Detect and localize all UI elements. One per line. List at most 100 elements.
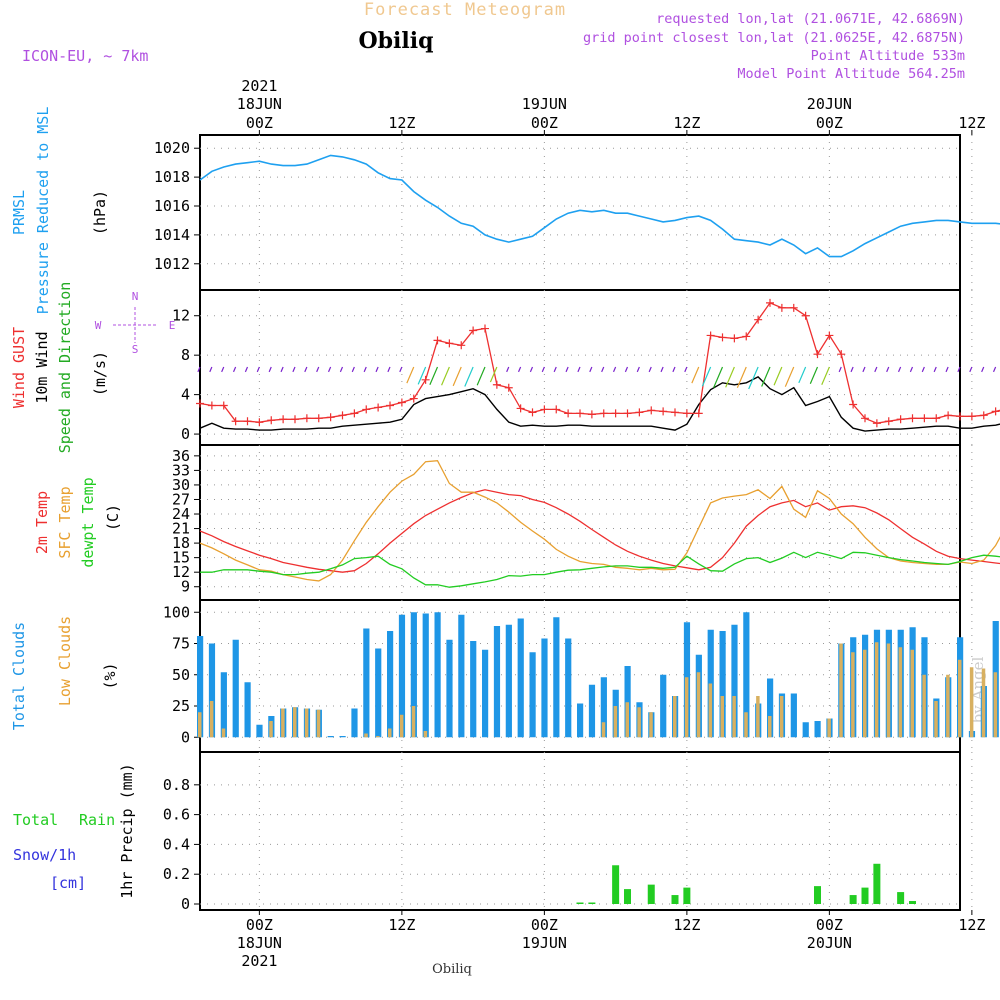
wind-direction-arrow xyxy=(506,366,510,373)
wind-gust-point xyxy=(528,408,537,417)
total-cloud-bar xyxy=(790,693,797,738)
wind-gust-point xyxy=(754,315,763,324)
wind-gust-point xyxy=(219,401,228,410)
rain-bar xyxy=(671,895,679,904)
wind-direction-arrow xyxy=(809,366,819,384)
low-cloud-bar xyxy=(269,721,273,738)
wind-gust-point xyxy=(908,414,917,423)
wind-direction-arrow xyxy=(761,366,771,387)
wind-direction-arrow xyxy=(232,366,237,373)
low-cloud-bar xyxy=(613,706,618,738)
y-tick-label: 0 xyxy=(181,895,190,913)
total-cloud-bar xyxy=(814,721,821,738)
wind-gust-point xyxy=(338,411,347,420)
low-cloud-bar xyxy=(673,696,677,738)
top-year-label: 2021 xyxy=(241,77,277,95)
total-cloud-bar xyxy=(422,613,429,738)
y-tick-label: 21 xyxy=(172,520,190,538)
wind-direction-arrow xyxy=(612,366,617,373)
total-cloud-bar xyxy=(446,639,453,738)
total-cloud-bar xyxy=(387,631,394,738)
rain-bar xyxy=(588,902,596,904)
rain-bar xyxy=(683,887,691,904)
y-tick-label: 1016 xyxy=(154,197,190,215)
temp-2m-axis-title: 2m Temp xyxy=(33,491,51,554)
gridpoint-coords: grid point closest lon,lat (21.0625E, 42… xyxy=(583,30,965,46)
low-cloud-bar xyxy=(981,668,986,738)
low-cloud-bar xyxy=(993,672,998,738)
wind-gust-point xyxy=(587,410,596,419)
total-cloud-bar xyxy=(398,614,406,738)
compass-s: S xyxy=(132,343,139,356)
low-cloud-bar xyxy=(827,718,831,738)
wind-gust-point xyxy=(374,403,383,412)
wind-gust-point xyxy=(849,400,858,409)
temp-axis-unit: (C) xyxy=(104,504,122,531)
pressure-axis-title: PRMSL xyxy=(10,190,28,235)
total-cloud-bar xyxy=(743,612,750,738)
wind-gust-point xyxy=(694,409,703,418)
wind-gust-point xyxy=(552,405,561,414)
bottom-time-label: 12Z xyxy=(958,916,985,934)
wind-direction-arrow xyxy=(874,366,878,373)
wind-direction-arrow xyxy=(441,366,450,386)
total-cloud-bar xyxy=(244,682,251,738)
bottom-date-label: 18JUN xyxy=(237,934,282,952)
top-time-label: 12Z xyxy=(673,114,700,132)
total-cloud-bar xyxy=(767,678,774,738)
wind-gust-point xyxy=(789,303,798,312)
wind-direction-arrow xyxy=(736,366,747,388)
wind-direction-arrow xyxy=(725,366,735,388)
wind-direction-arrow xyxy=(921,366,925,373)
wind-gust-point xyxy=(457,341,466,350)
wind-gust-line xyxy=(199,302,1000,424)
total-cloud-bar xyxy=(339,736,346,738)
panel-precip: 0 0.2 0.4 0.6 0.8 1hr Precip (mm) Total RainSno… xyxy=(13,751,973,913)
panel-frame xyxy=(199,444,961,601)
wind-direction-arrow xyxy=(541,366,545,373)
total-cloud-bar xyxy=(660,674,667,738)
wind-direction-arrow xyxy=(713,366,724,388)
wind-direction-arrow xyxy=(969,366,973,373)
wind-gust-point xyxy=(243,417,252,426)
wind-gust-point xyxy=(920,414,929,423)
wind-gust-point xyxy=(766,298,774,307)
total-cloud-bar xyxy=(517,618,524,738)
panel-frame xyxy=(199,751,961,911)
wind-direction-arrow xyxy=(517,366,522,373)
total-cloud-bar xyxy=(624,666,631,738)
rain-bar xyxy=(909,901,916,904)
wind-direction-arrow xyxy=(821,366,830,386)
wind-gust-point xyxy=(576,409,584,418)
y-tick-label: 36 xyxy=(172,447,190,465)
wind-gust-point xyxy=(944,411,953,420)
total-cloud-bar xyxy=(719,631,726,738)
wind-direction-arrow xyxy=(399,366,403,373)
low-cloud-bar xyxy=(708,683,713,738)
total-cloud-bar xyxy=(553,617,560,738)
rain-bar xyxy=(849,895,857,904)
top-date-label: 18JUN xyxy=(237,95,282,113)
wind-gust-point xyxy=(599,409,608,418)
total-cloud-bar xyxy=(470,641,477,738)
wind-direction-arrow xyxy=(489,366,498,383)
wind-direction-arrow xyxy=(897,366,902,373)
low-cloud-bar xyxy=(293,707,297,738)
wind-gust-point xyxy=(659,407,668,416)
low-cloud-bar xyxy=(756,696,760,738)
low-cloud-bar xyxy=(874,642,879,738)
wind-direction-arrow xyxy=(945,366,949,373)
low-cloud-bar xyxy=(851,652,855,738)
wind-gust-point xyxy=(445,339,454,348)
wind-direction-arrow xyxy=(476,366,486,386)
wind-gust-point xyxy=(516,404,525,413)
wind-gust-point xyxy=(861,414,869,423)
station-title: Obiliq xyxy=(358,28,433,54)
low-cloud-axis-title: Low Clouds xyxy=(56,616,74,706)
low-cloud-bar xyxy=(744,712,748,738)
y-tick-label: 0 xyxy=(181,728,190,746)
wind-gust-point xyxy=(540,405,549,414)
wind-gust-point xyxy=(872,419,881,428)
y-tick-label: 12 xyxy=(172,563,190,581)
total-cloud-bar xyxy=(375,648,382,738)
